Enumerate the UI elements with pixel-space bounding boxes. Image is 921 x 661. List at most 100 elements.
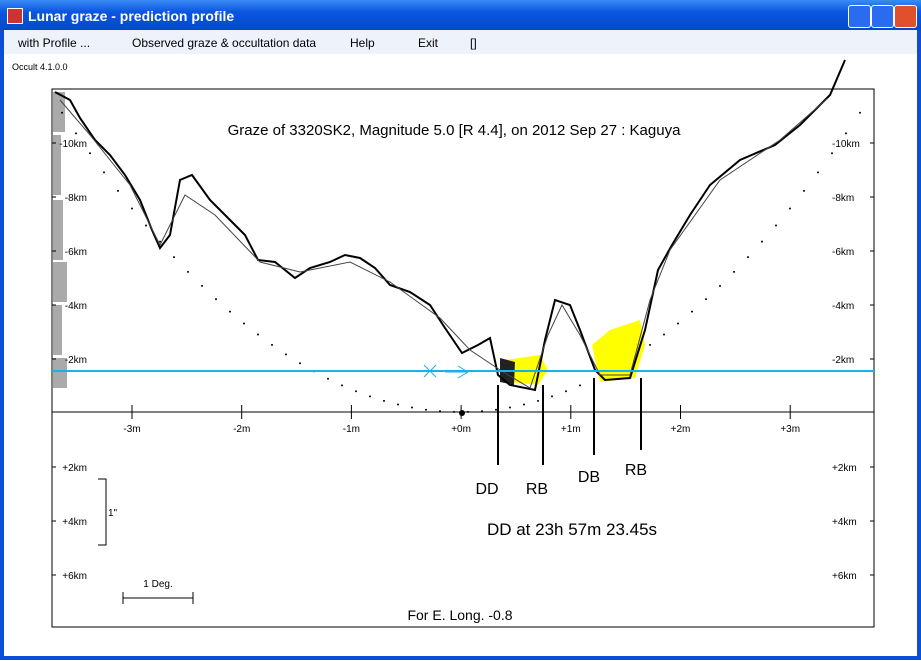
curve-dot <box>761 240 763 243</box>
curve-dot <box>243 322 245 325</box>
event-label: RB <box>526 481 548 498</box>
y-tick-label: -2km <box>832 355 854 366</box>
curve-dot <box>103 171 105 174</box>
profile-plot: Occult 4.1.0.0 Graze of 3320SK2, Magnitu… <box>12 59 875 628</box>
curve-dot <box>173 256 175 259</box>
smoothed-profile <box>59 97 829 389</box>
plot-title: Graze of 3320SK2, Magnitude 5.0 [R 4.4],… <box>228 122 681 139</box>
curve-dot <box>397 403 399 406</box>
version-label: Occult 4.1.0.0 <box>12 62 68 72</box>
y-tick-label: +2km <box>832 463 857 474</box>
curve-dot <box>229 310 231 313</box>
curve-dot <box>215 298 217 301</box>
event-label: DD <box>475 481 498 498</box>
event-label: DB <box>578 469 600 486</box>
client-area: Occult 4.1.0.0 Graze of 3320SK2, Magnitu… <box>4 54 917 656</box>
curve-dot <box>369 395 371 398</box>
curve-dot <box>537 399 539 402</box>
curve-dot <box>439 410 441 413</box>
curve-dot <box>467 410 469 413</box>
limb-curve <box>61 111 861 413</box>
y-tick-label: -8km <box>65 193 87 204</box>
x-tick-label: -1m <box>343 424 360 435</box>
event-lines <box>497 378 642 465</box>
menu-bar: with Profile ... Observed graze & occult… <box>4 30 917 54</box>
curve-dot <box>831 152 833 155</box>
curve-dot <box>257 333 259 336</box>
x-tick-label: +3m <box>780 424 800 435</box>
curve-dot <box>481 410 483 413</box>
curve-dot <box>775 224 777 227</box>
x-tick-label: +0m <box>451 424 471 435</box>
menu-item[interactable]: Exit <box>418 36 439 50</box>
curve-dot <box>411 406 413 409</box>
y-tick-label: +6km <box>832 571 857 582</box>
menu-item[interactable]: [] <box>470 36 477 50</box>
y-tick-label: +2km <box>62 463 87 474</box>
curve-dot <box>677 322 679 325</box>
y-tick-label: +6km <box>62 571 87 582</box>
curve-dot <box>719 284 721 287</box>
curve-dot <box>159 240 161 243</box>
curve-dot <box>663 333 665 336</box>
y-tick-label: -4km <box>832 301 854 312</box>
curve-dot <box>803 189 805 192</box>
menu-item[interactable]: Help <box>350 36 375 50</box>
curve-dot <box>579 384 581 387</box>
curve-dot <box>131 207 133 210</box>
curve-dot <box>187 270 189 273</box>
curve-dot <box>859 111 861 114</box>
curve-dot <box>117 189 119 192</box>
arcsec-scale <box>98 478 107 546</box>
maximize-button[interactable] <box>871 5 894 28</box>
curve-dot <box>705 298 707 301</box>
menu-item[interactable]: with Profile ... <box>18 36 91 50</box>
close-button[interactable] <box>894 5 917 28</box>
curve-dot <box>61 111 63 114</box>
curve-dot <box>299 362 301 365</box>
longitude-label: For E. Long. -0.8 <box>407 607 512 623</box>
menu-item[interactable]: Observed graze & occultation data <box>132 36 317 50</box>
app-icon <box>7 8 23 24</box>
curve-dot <box>691 310 693 313</box>
curve-dot <box>327 377 329 380</box>
x-tick-label: +2m <box>671 424 691 435</box>
curve-dot <box>145 224 147 227</box>
y-tick-label: +4km <box>832 517 857 528</box>
histogram <box>53 92 67 388</box>
center-marker <box>459 410 465 416</box>
minimize-button[interactable] <box>848 5 871 28</box>
title-bar: Lunar graze - prediction profile <box>0 0 921 30</box>
y-tick-label: -10km <box>59 139 87 150</box>
curve-dot <box>565 390 567 393</box>
curve-dot <box>341 384 343 387</box>
curve-dot <box>523 403 525 406</box>
curve-dot <box>453 410 455 413</box>
tick-labels: -10km -10km -8km -8km -6km -6km -4km -4km -2km -2… <box>52 139 874 582</box>
curve-dot <box>845 132 847 135</box>
degree-scale <box>122 592 194 604</box>
x-tick-label: -3m <box>123 424 140 435</box>
curve-dot <box>89 152 91 155</box>
lunar-profile <box>54 59 846 392</box>
observed-points <box>592 320 645 382</box>
curve-dot <box>495 408 497 411</box>
y-tick-label: -8km <box>832 193 854 204</box>
curve-dot <box>789 207 791 210</box>
curve-dot <box>285 353 287 356</box>
curve-dot <box>649 343 651 346</box>
x-tick-label: -2m <box>233 424 250 435</box>
plot-frame <box>51 88 875 628</box>
y-tick-label: -2km <box>65 355 87 366</box>
y-tick-label: -10km <box>832 139 860 150</box>
degree-label: 1 Deg. <box>143 579 172 590</box>
arcsec-label: 1" <box>108 508 118 519</box>
curve-dot <box>551 395 553 398</box>
curve-dot <box>355 390 357 393</box>
y-tick-label: -6km <box>65 247 87 258</box>
curve-dot <box>75 132 77 135</box>
event-label: RB <box>625 462 647 479</box>
y-tick-label: -4km <box>65 301 87 312</box>
y-tick-label: -6km <box>832 247 854 258</box>
